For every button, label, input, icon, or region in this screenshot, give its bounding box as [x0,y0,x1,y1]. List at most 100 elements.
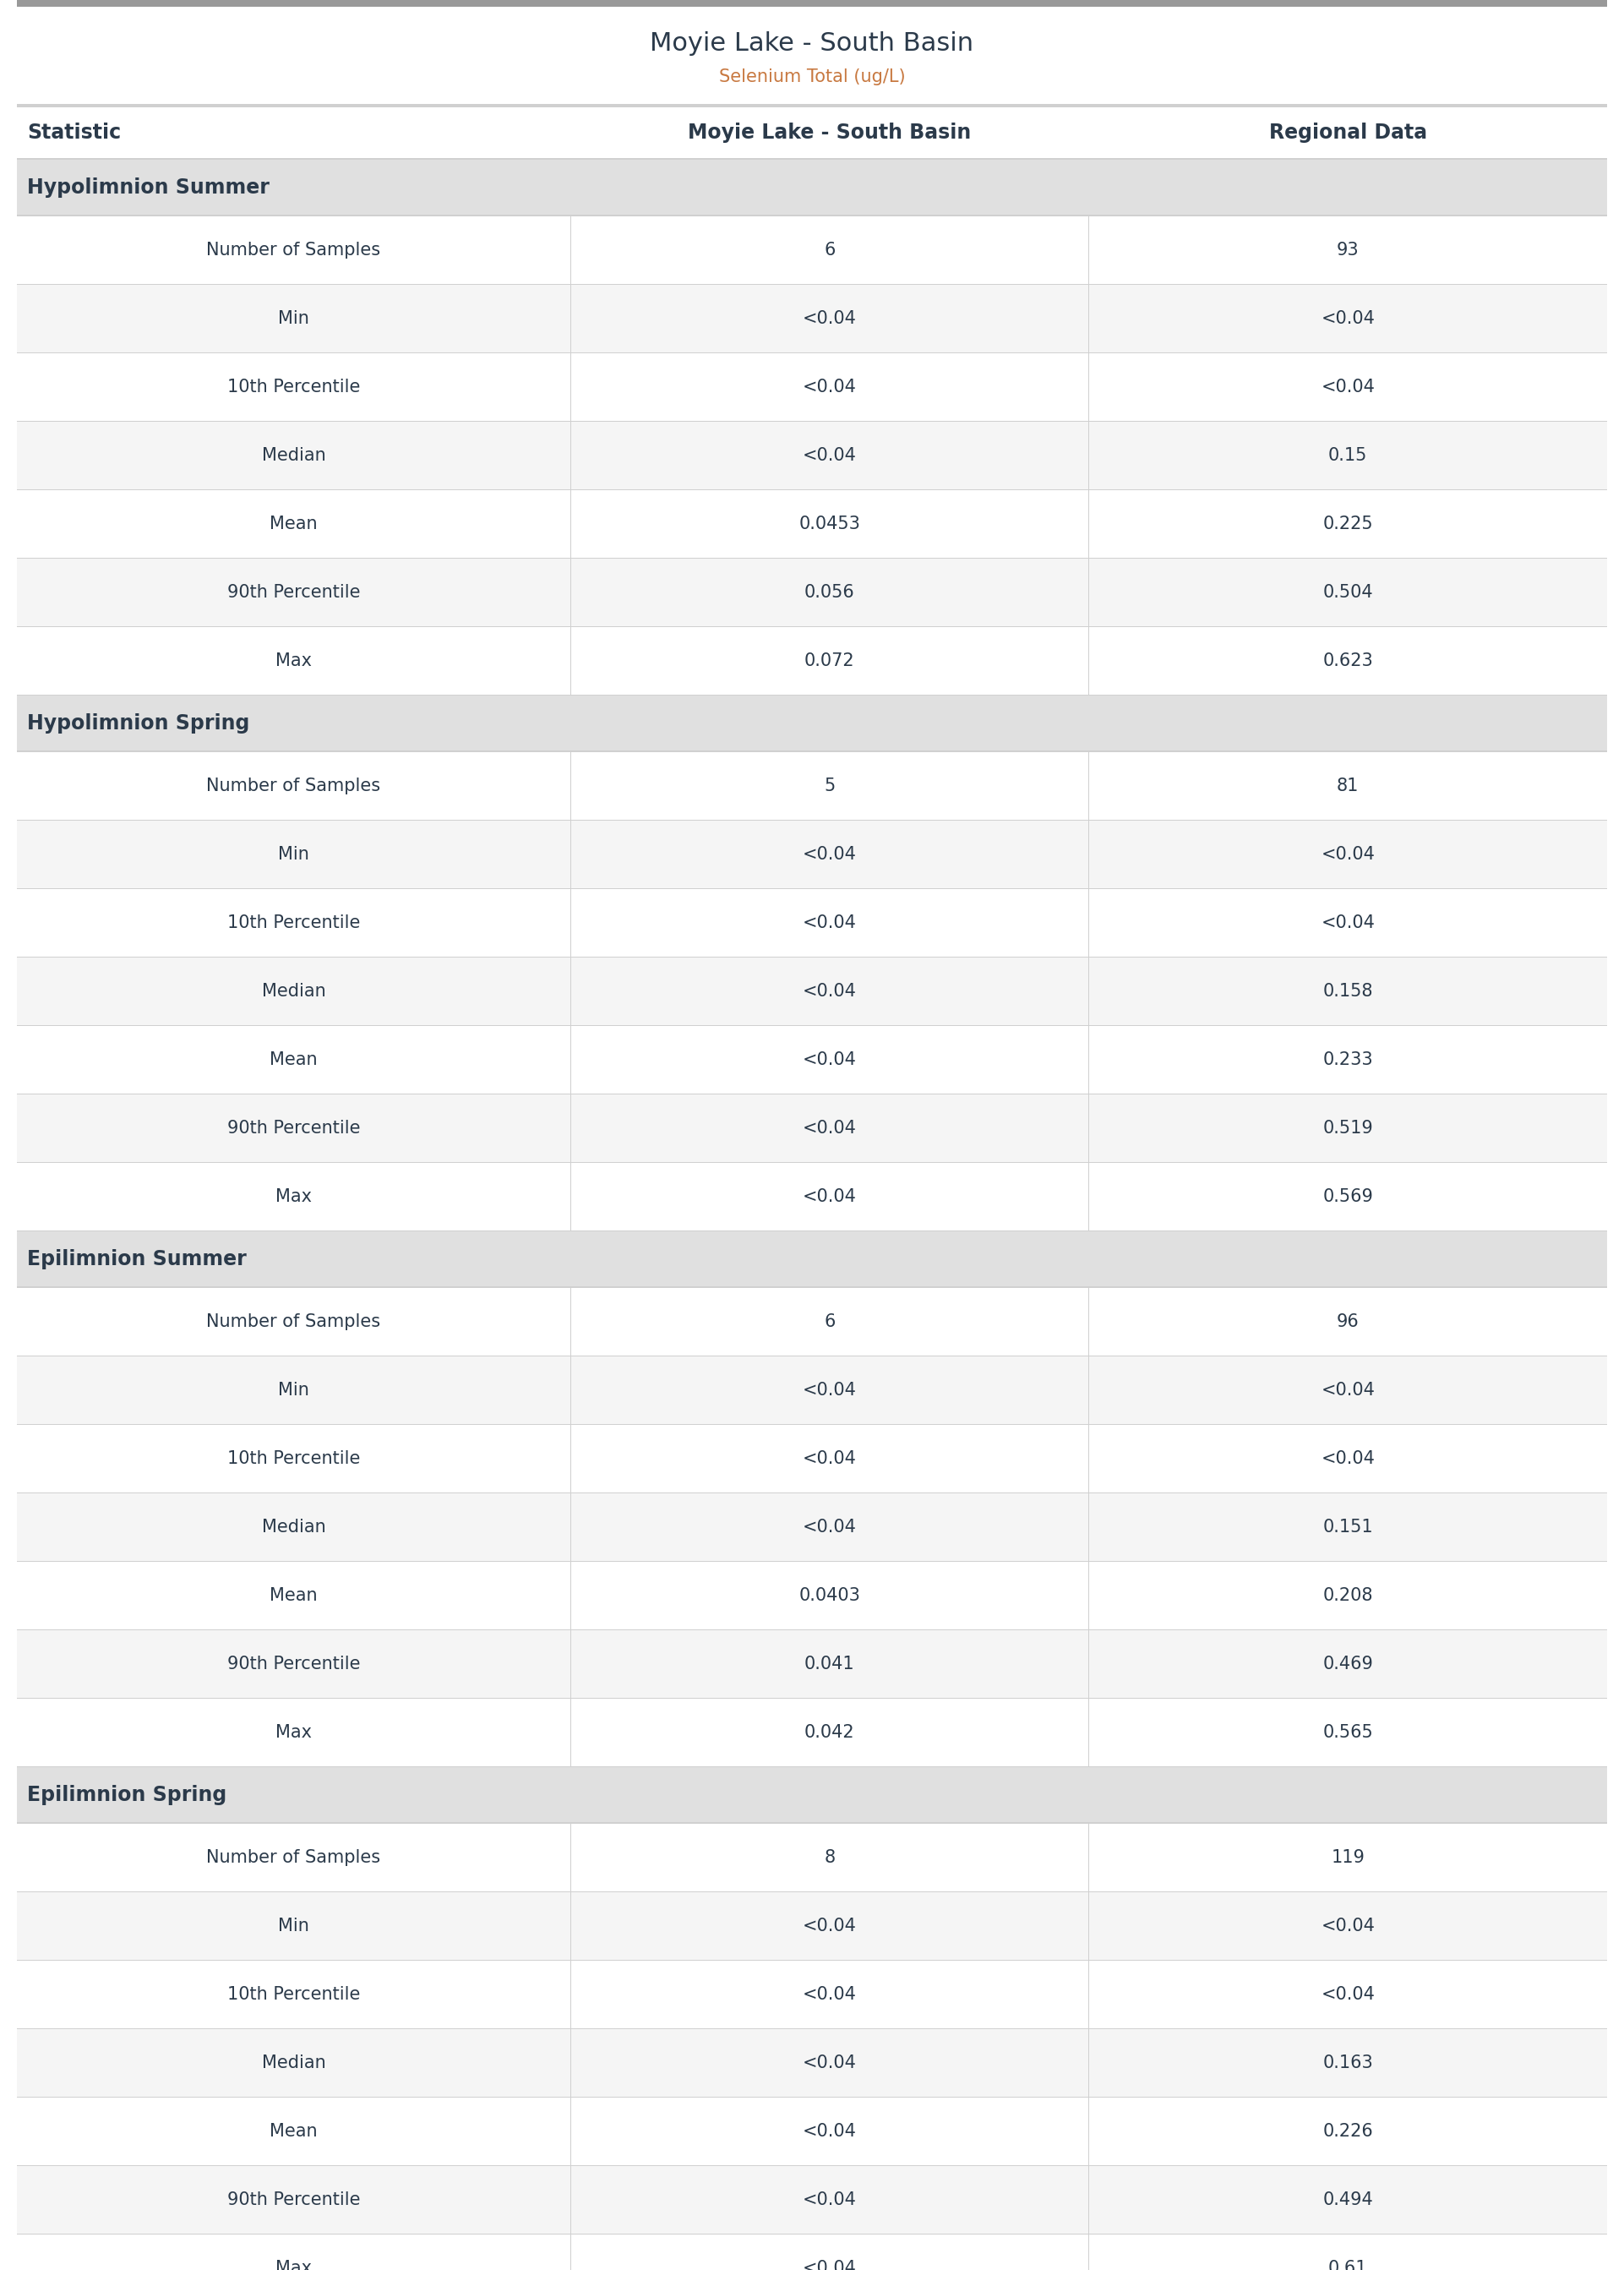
Text: 0.233: 0.233 [1322,1051,1372,1069]
Bar [16,1630,1608,1698]
Text: Number of Samples: Number of Samples [206,1850,380,1866]
Text: 0.208: 0.208 [1324,1587,1372,1605]
Bar [16,216,1608,284]
Bar [16,0,1608,7]
Text: <0.04: <0.04 [1320,379,1376,395]
Text: 0.569: 0.569 [1322,1187,1374,1205]
Text: Mean: Mean [270,515,318,533]
Text: 10th Percentile: 10th Percentile [227,915,361,931]
Bar [16,1426,1608,1491]
Text: Min: Min [278,1382,309,1398]
Text: 90th Percentile: 90th Percentile [227,583,361,602]
Text: 90th Percentile: 90th Percentile [227,2191,361,2209]
Bar [16,107,1608,159]
Text: 0.469: 0.469 [1322,1655,1374,1673]
Text: Number of Samples: Number of Samples [206,241,380,259]
Text: Median: Median [261,2054,325,2073]
Bar [16,558,1608,627]
Text: Number of Samples: Number of Samples [206,779,380,794]
Bar [16,1562,1608,1630]
Text: Moyie Lake - South Basin: Moyie Lake - South Basin [650,32,974,57]
Text: <0.04: <0.04 [802,1519,856,1535]
Bar [16,1893,1608,1959]
Text: 0.041: 0.041 [804,1655,854,1673]
Text: Statistic: Statistic [28,123,120,143]
Bar [16,751,1608,819]
Text: 6: 6 [823,1314,835,1330]
Text: Mean: Mean [270,1587,318,1605]
Text: Hypolimnion Summer: Hypolimnion Summer [28,177,270,197]
Text: <0.04: <0.04 [802,1918,856,1934]
Bar [16,490,1608,558]
Text: Min: Min [278,311,309,327]
Text: Number of Samples: Number of Samples [206,1314,380,1330]
Text: 0.494: 0.494 [1322,2191,1374,2209]
Text: <0.04: <0.04 [802,2261,856,2270]
Bar [16,104,1608,107]
Text: Min: Min [278,847,309,863]
Bar [16,1094,1608,1162]
Bar [16,958,1608,1026]
Text: 10th Percentile: 10th Percentile [227,1451,361,1466]
Text: 0.504: 0.504 [1322,583,1372,602]
Bar [16,1026,1608,1094]
Text: 93: 93 [1337,241,1359,259]
Text: Epilimnion Spring: Epilimnion Spring [28,1784,227,1805]
Text: <0.04: <0.04 [802,447,856,463]
Bar [16,627,1608,695]
Text: 119: 119 [1332,1850,1364,1866]
Text: <0.04: <0.04 [802,1187,856,1205]
Text: Max: Max [276,1187,312,1205]
Text: 0.056: 0.056 [804,583,854,602]
Text: 81: 81 [1337,779,1359,794]
Text: <0.04: <0.04 [802,311,856,327]
Bar [16,1357,1608,1423]
Bar [16,1494,1608,1562]
Text: <0.04: <0.04 [802,983,856,999]
Text: 6: 6 [823,241,835,259]
Bar [16,695,1608,751]
Text: <0.04: <0.04 [802,915,856,931]
Bar [16,284,1608,352]
Text: <0.04: <0.04 [802,2122,856,2141]
Bar [16,1823,1608,1891]
Bar [16,1698,1608,1766]
Bar [16,354,1608,420]
Text: Median: Median [261,447,325,463]
Text: <0.04: <0.04 [802,2191,856,2209]
Text: <0.04: <0.04 [802,1051,856,1069]
Text: 0.0453: 0.0453 [799,515,861,533]
Text: 0.151: 0.151 [1322,1519,1372,1535]
Text: 0.225: 0.225 [1322,515,1372,533]
Text: Median: Median [261,1519,325,1535]
Text: 5: 5 [823,779,835,794]
Text: <0.04: <0.04 [802,2054,856,2073]
Bar [16,422,1608,490]
Text: Min: Min [278,1918,309,1934]
Text: <0.04: <0.04 [1320,311,1376,327]
Text: Max: Max [276,2261,312,2270]
Text: 0.158: 0.158 [1324,983,1372,999]
Bar [16,1230,1608,1287]
Bar [16,2029,1608,2097]
Text: 0.623: 0.623 [1322,651,1374,670]
Text: 10th Percentile: 10th Percentile [227,1986,361,2002]
Text: Moyie Lake - South Basin: Moyie Lake - South Basin [689,123,971,143]
Text: 0.226: 0.226 [1322,2122,1374,2141]
Text: 96: 96 [1337,1314,1359,1330]
Text: 0.163: 0.163 [1322,2054,1374,2073]
Text: 0.61: 0.61 [1328,2261,1367,2270]
Text: 8: 8 [823,1850,835,1866]
Text: <0.04: <0.04 [802,1986,856,2002]
Text: 0.042: 0.042 [804,1723,854,1741]
Text: <0.04: <0.04 [1320,847,1376,863]
Text: <0.04: <0.04 [1320,1986,1376,2002]
Text: Selenium Total (ug/L): Selenium Total (ug/L) [719,68,905,86]
Text: Hypolimnion Spring: Hypolimnion Spring [28,713,250,733]
Bar [16,7,1608,104]
Text: <0.04: <0.04 [802,379,856,395]
Text: 0.072: 0.072 [804,651,854,670]
Text: Max: Max [276,1723,312,1741]
Text: <0.04: <0.04 [802,1119,856,1137]
Text: <0.04: <0.04 [1320,1918,1376,1934]
